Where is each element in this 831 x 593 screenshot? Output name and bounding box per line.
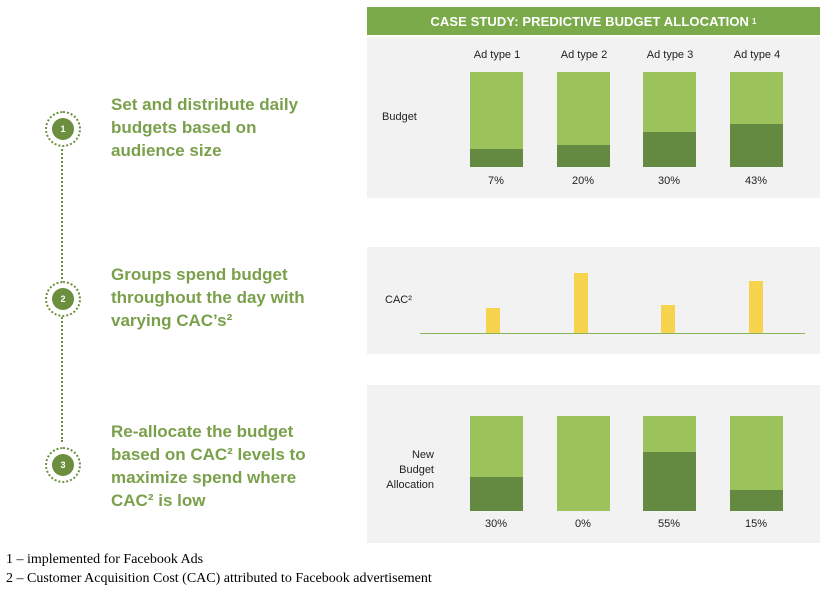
cac-row-label: CAC² <box>385 294 412 306</box>
budget-bar-fill-ad-type-4 <box>730 124 783 167</box>
budget-bar-fill-ad-type-2 <box>557 145 610 167</box>
step-1-text: Set and distribute daily budgets based o… <box>111 93 298 162</box>
step-3-line-3: maximize spend where <box>111 468 297 487</box>
step-3-line-1: Re-allocate the budget <box>111 422 294 441</box>
budget-percent-ad-type-1: 7% <box>488 175 504 187</box>
budget-bar-ad-type-3 <box>643 72 696 167</box>
column-header-ad-type-1: Ad type 1 <box>473 49 521 61</box>
budget-bar-ad-type-2 <box>557 72 610 167</box>
new-allocation-percent-ad-type-2: 0% <box>575 518 591 530</box>
new-allocation-label-line-3: Allocation <box>386 479 434 491</box>
new-allocation-bar-fill-ad-type-4 <box>730 490 783 511</box>
new-allocation-percent-ad-type-3: 55% <box>657 518 681 530</box>
cac-bar-ad-type-1 <box>486 308 500 333</box>
cac-panel <box>367 247 820 354</box>
step-2-line-1: Groups spend budget <box>111 265 288 284</box>
step-3-number: 3 <box>52 454 74 476</box>
column-header-ad-type-3: Ad type 3 <box>646 49 694 61</box>
cac-bar-ad-type-4 <box>749 281 763 333</box>
new-allocation-bar-fill-ad-type-1 <box>470 477 523 511</box>
step-2-line-2: throughout the day with <box>111 288 305 307</box>
step-3-line-4: CAC² is low <box>111 491 206 510</box>
new-allocation-row-label: New Budget Allocation <box>370 448 434 493</box>
budget-percent-ad-type-4: 43% <box>744 175 768 187</box>
header-footnote-ref: 1 <box>752 16 757 26</box>
step-2-text: Groups spend budget throughout the day w… <box>111 263 305 332</box>
new-allocation-bar-ad-type-3 <box>643 416 696 511</box>
step-1-number: 1 <box>52 118 74 140</box>
new-allocation-percent-ad-type-4: 15% <box>744 518 768 530</box>
step-3-line-2: based on CAC² levels to <box>111 445 306 464</box>
cac-bar-ad-type-3 <box>661 305 675 333</box>
step-3-text: Re-allocate the budget based on CAC² lev… <box>111 420 306 512</box>
step-2-line-3: varying CAC’s² <box>111 311 233 330</box>
new-allocation-bar-fill-ad-type-3 <box>643 452 696 511</box>
budget-bar-fill-ad-type-3 <box>643 132 696 167</box>
step-1-line-1: Set and distribute daily <box>111 95 299 114</box>
new-allocation-percent-ad-type-1: 30% <box>484 518 508 530</box>
cac-bar-ad-type-2 <box>574 273 588 333</box>
step-1-line-3: audience size <box>111 141 222 160</box>
case-study-header: CASE STUDY: PREDICTIVE BUDGET ALLOCATION… <box>367 7 820 35</box>
budget-row-label: Budget <box>382 111 417 123</box>
footnote-1: 1 – implemented for Facebook Ads <box>6 552 204 567</box>
new-allocation-bar-ad-type-1 <box>470 416 523 511</box>
budget-percent-ad-type-2: 20% <box>571 175 595 187</box>
cac-baseline <box>420 333 805 334</box>
header-title: CASE STUDY: PREDICTIVE BUDGET ALLOCATION <box>430 13 750 29</box>
new-allocation-label-line-1: New <box>411 449 434 461</box>
new-allocation-bar-ad-type-4 <box>730 416 783 511</box>
budget-bar-ad-type-1 <box>470 72 523 167</box>
budget-bar-fill-ad-type-1 <box>470 149 523 167</box>
step-1-marker: 1 <box>45 111 81 147</box>
step-2-number: 2 <box>52 288 74 310</box>
budget-percent-ad-type-3: 30% <box>657 175 681 187</box>
column-header-ad-type-4: Ad type 4 <box>733 49 781 61</box>
budget-bar-ad-type-4 <box>730 72 783 167</box>
column-header-ad-type-2: Ad type 2 <box>560 49 608 61</box>
step-3-marker: 3 <box>45 447 81 483</box>
step-1-line-2: budgets based on <box>111 118 257 137</box>
new-allocation-label-line-2: Budget <box>399 464 434 476</box>
new-allocation-bar-ad-type-2 <box>557 416 610 511</box>
step-2-marker: 2 <box>45 281 81 317</box>
footnote-2: 2 – Customer Acquisition Cost (CAC) attr… <box>6 571 432 586</box>
